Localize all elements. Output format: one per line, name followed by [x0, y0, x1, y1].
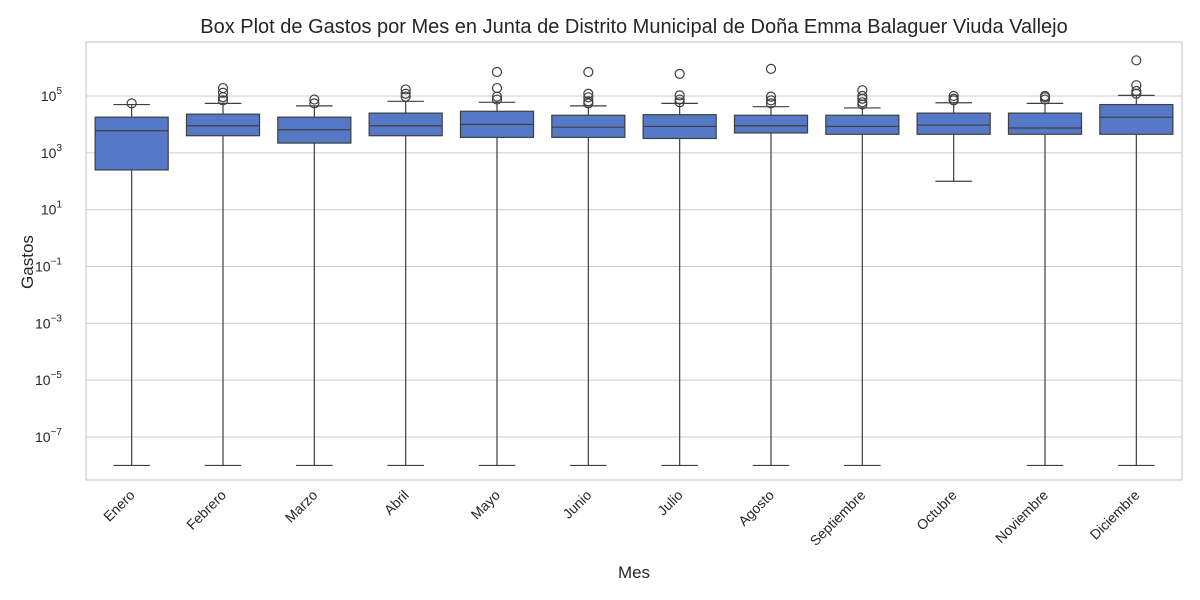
outlier-point: [400, 91, 411, 102]
box-iqr: [551, 114, 626, 138]
y-axis-label: Gastos: [18, 235, 37, 289]
outlier-point: [491, 66, 503, 78]
box-abril: [368, 84, 443, 467]
x-tick-label: Diciembre: [1087, 487, 1143, 543]
x-tick-label: Marzo: [282, 487, 321, 526]
outlier-point: [765, 63, 777, 74]
outlier-point: [217, 95, 229, 106]
outlier-point: [400, 88, 411, 99]
x-tick-label: Junio: [559, 487, 594, 522]
box-junio: [551, 66, 626, 467]
box-iqr: [1007, 112, 1083, 135]
box-mayo: [459, 66, 535, 467]
y-tick-labels: 105 103 101 10−1 10−3 10−5 10−7: [35, 86, 62, 445]
outlier-point: [948, 93, 959, 104]
y-tick-label: 105: [41, 86, 63, 104]
box-iqr: [916, 112, 991, 135]
outlier-point: [400, 84, 411, 95]
box-febrero: [185, 82, 261, 467]
outlier-point: [309, 94, 320, 105]
box-enero: [94, 98, 169, 467]
x-tick-label: Octubre: [913, 487, 960, 534]
x-tick-label: Septiembre: [807, 487, 869, 549]
x-tick-labels: Enero Febrero Marzo Abril Mayo Junio Julio Agos…: [100, 487, 1143, 549]
boxes-layer: [94, 55, 1174, 467]
box-julio: [642, 68, 717, 467]
box-iqr: [94, 116, 169, 171]
y-tick-label: 10−1: [35, 257, 62, 275]
y-tick-label: 10−7: [35, 427, 62, 445]
y-tick-label: 10−5: [35, 370, 62, 388]
outlier-point: [674, 68, 685, 79]
x-tick-label: Febrero: [183, 487, 229, 533]
outlier-point: [1131, 80, 1142, 91]
y-gridlines: [86, 95, 1182, 438]
outlier-point: [948, 90, 959, 102]
x-tick-label: Mayo: [468, 487, 504, 523]
box-iqr: [825, 114, 900, 135]
box-iqr: [733, 114, 809, 134]
box-agosto: [733, 63, 809, 467]
box-septiembre: [825, 85, 900, 467]
outlier-point: [765, 91, 777, 102]
outlier-point: [857, 85, 868, 96]
outlier-point: [126, 98, 137, 109]
outlier-point: [857, 90, 868, 102]
plot-frame: [85, 41, 1183, 481]
box-noviembre: [1007, 90, 1083, 467]
outlier-point: [765, 95, 777, 106]
outlier-point: [1131, 55, 1142, 66]
chart-title: Box Plot de Gastos por Mes en Junta de D…: [200, 16, 1068, 38]
outlier-point: [309, 98, 320, 109]
outlier-point: [583, 66, 594, 78]
x-tick-label: Enero: [100, 487, 138, 525]
outlier-point: [583, 96, 594, 107]
outlier-point: [765, 98, 777, 109]
outlier-point: [1039, 90, 1051, 102]
outlier-point: [583, 92, 594, 103]
outlier-point: [491, 94, 503, 105]
outlier-point: [217, 87, 229, 98]
outlier-point: [217, 82, 229, 94]
outlier-point: [674, 90, 685, 101]
x-axis-label: Mes: [618, 563, 650, 582]
x-tick-label: Noviembre: [992, 487, 1051, 546]
outlier-point: [674, 97, 685, 108]
box-octubre: [916, 90, 991, 182]
box-iqr: [1099, 103, 1174, 135]
box-iqr: [368, 112, 443, 137]
box-diciembre: [1099, 55, 1174, 467]
outlier-point: [857, 97, 868, 108]
x-tick-label: Julio: [654, 487, 686, 519]
x-tick-label: Abril: [381, 487, 412, 518]
outlier-point: [674, 94, 685, 105]
y-tick-label: 10−3: [35, 313, 62, 331]
outlier-point: [1131, 85, 1142, 97]
outlier-point: [583, 88, 594, 99]
box-iqr: [185, 113, 261, 137]
outlier-point: [491, 82, 503, 94]
y-tick-label: 101: [41, 200, 63, 218]
x-tick-label: Agosto: [735, 487, 777, 529]
y-tick-label: 103: [41, 143, 63, 161]
box-marzo: [277, 94, 352, 467]
